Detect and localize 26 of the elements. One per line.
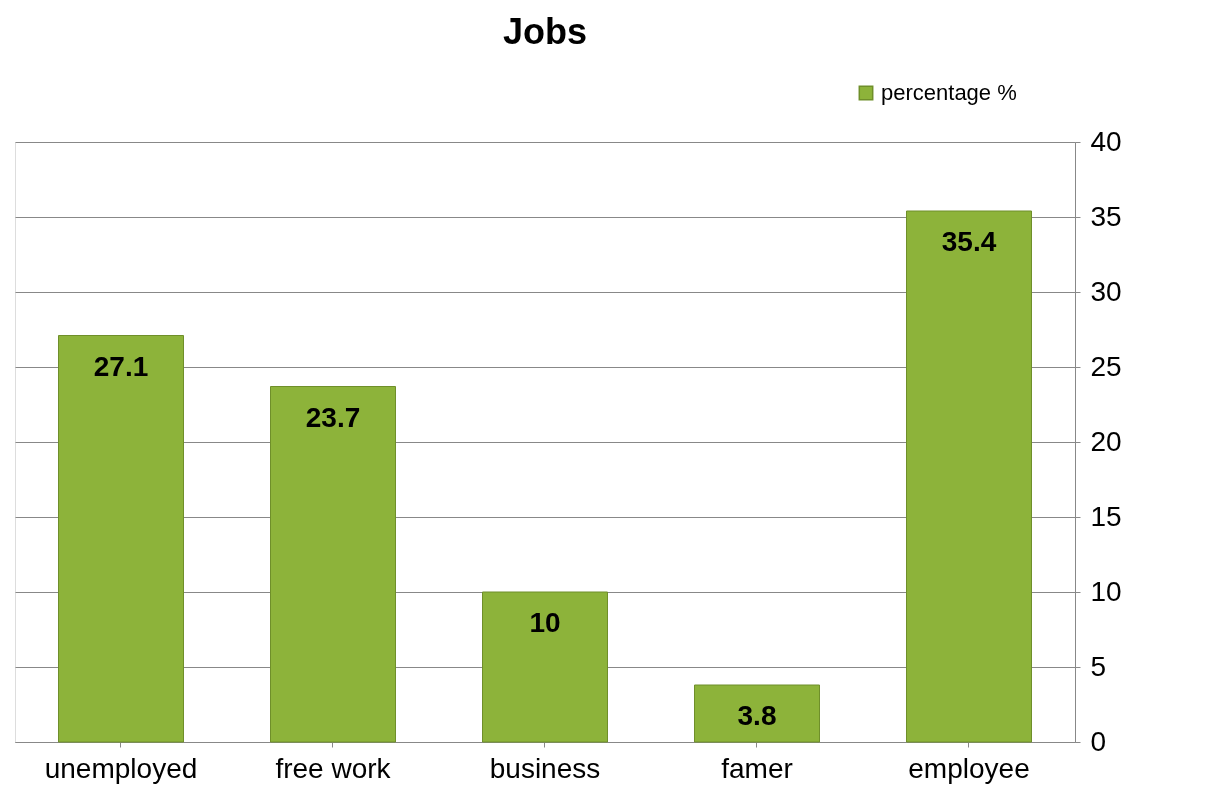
y-tick-label: 40: [1090, 125, 1122, 157]
data-label: 3.8: [737, 700, 777, 731]
y-tick-label: 20: [1090, 425, 1122, 457]
x-tick-label: famer: [721, 752, 793, 784]
x-tick-label: business: [489, 752, 601, 784]
y-tick-label: 0: [1090, 725, 1107, 757]
data-label: 10: [529, 607, 561, 638]
y-tick-label: 25: [1090, 350, 1122, 382]
chart-title: Jobs: [502, 11, 588, 52]
bar: [694, 684, 820, 743]
bar: [270, 386, 396, 743]
legend-label: percentage %: [881, 80, 1017, 105]
bar: [58, 335, 184, 743]
y-tick-label: 35: [1090, 200, 1122, 232]
x-tick-label: unemployed: [44, 752, 198, 784]
bar: [482, 591, 608, 743]
y-tick-label: 15: [1090, 500, 1122, 532]
data-label: 23.7: [305, 401, 361, 433]
data-label: 35.4: [941, 226, 997, 257]
y-tick-label: 30: [1090, 275, 1122, 307]
y-tick-label: 5: [1090, 650, 1107, 682]
data-label: 27.1: [93, 350, 149, 382]
x-tick-label: employee: [908, 752, 1030, 784]
x-tick-label: free work: [275, 752, 392, 784]
bar: [906, 210, 1032, 743]
y-tick-label: 10: [1090, 575, 1122, 607]
